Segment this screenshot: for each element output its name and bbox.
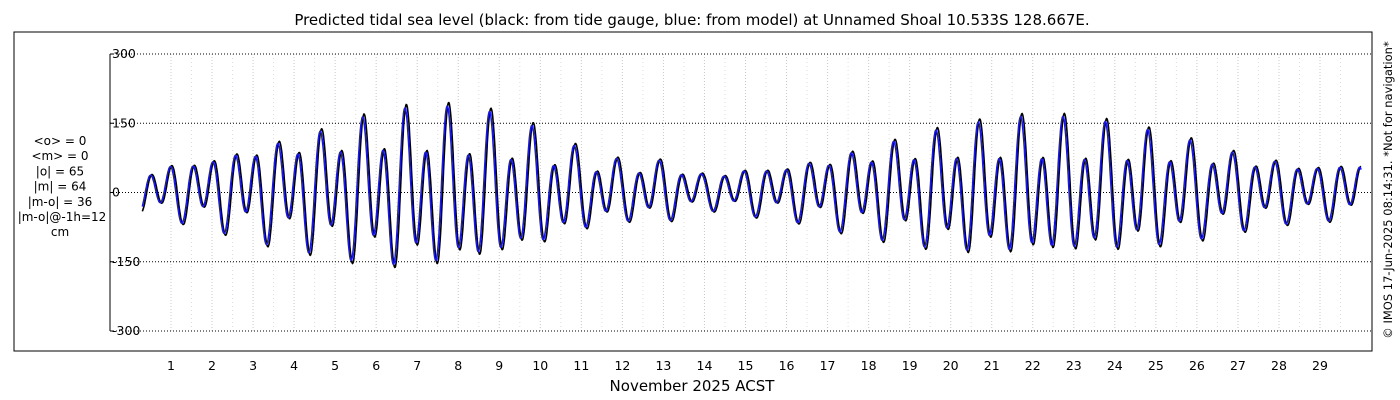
- x-tick-label: 17: [820, 358, 836, 373]
- x-tick-label: 16: [779, 358, 795, 373]
- x-tick-label: 22: [1025, 358, 1041, 373]
- x-tick-label: 15: [738, 358, 754, 373]
- x-tick-label: 24: [1107, 358, 1123, 373]
- grid: [110, 53, 1372, 332]
- x-axis-label: November 2025 ACST: [610, 377, 776, 395]
- x-tick-label: 2: [208, 358, 216, 373]
- x-tick-label: 11: [573, 358, 589, 373]
- x-tick-label: 23: [1066, 358, 1082, 373]
- x-tick-label: 26: [1189, 358, 1205, 373]
- x-tick-label: 6: [372, 358, 380, 373]
- series-line-gauge: [141, 101, 1362, 269]
- y-axis: 300 150 0 -150 -300: [109, 46, 140, 338]
- x-tick-label: 7: [413, 358, 421, 373]
- stat-line: <o> = 0: [34, 134, 87, 148]
- x-tick-label: 28: [1271, 358, 1287, 373]
- stat-line: |m-o| = 36: [28, 195, 93, 209]
- stat-line: |o| = 65: [36, 164, 84, 178]
- x-tick-label: 8: [454, 358, 462, 373]
- x-axis: 1 2 3 4 5 6 7 8 9 10 11 12 13 14 15 16 17 18 19 20 21 22 23 24 2…: [167, 358, 1328, 373]
- x-tick-label: 10: [532, 358, 548, 373]
- x-tick-label: 13: [655, 358, 671, 373]
- x-tick-label: 3: [249, 358, 257, 373]
- series-line-model: [141, 105, 1362, 266]
- x-tick-label: 27: [1230, 358, 1246, 373]
- stat-line: |m-o|@-1h=12: [18, 210, 107, 224]
- stats-panel: <o> = 0<m> = 0|o| = 65 |m| = 64|m-o| = 36…: [18, 134, 107, 239]
- x-tick-label: 5: [331, 358, 339, 373]
- y-tick-label: 300: [112, 46, 136, 61]
- x-tick-label: 21: [984, 358, 1000, 373]
- x-tick-label: 12: [614, 358, 630, 373]
- series-group: [141, 101, 1362, 269]
- x-tick-label: 25: [1148, 358, 1164, 373]
- x-tick-label: 9: [495, 358, 503, 373]
- x-tick-label: 18: [861, 358, 877, 373]
- y-tick-label: 0: [112, 185, 120, 200]
- stat-line: |m| = 64: [34, 180, 87, 194]
- x-tick-label: 14: [697, 358, 713, 373]
- copyright-note: © IMOS 17-Jun-2025 08:14:31. *Not for na…: [1381, 41, 1395, 339]
- x-tick-label: 4: [290, 358, 298, 373]
- x-tick-label: 20: [943, 358, 959, 373]
- y-tick-label: -150: [112, 254, 140, 269]
- x-tick-label: 19: [902, 358, 918, 373]
- y-tick-label: -300: [112, 323, 140, 338]
- x-tick-label: 29: [1312, 358, 1328, 373]
- stat-line: <m> = 0: [31, 149, 88, 163]
- chart-title: Predicted tidal sea level (black: from t…: [294, 11, 1089, 29]
- stat-line: cm: [51, 225, 69, 239]
- x-tick-label: 1: [167, 358, 175, 373]
- plot-frame: [13, 31, 1373, 352]
- y-tick-label: 150: [112, 115, 136, 130]
